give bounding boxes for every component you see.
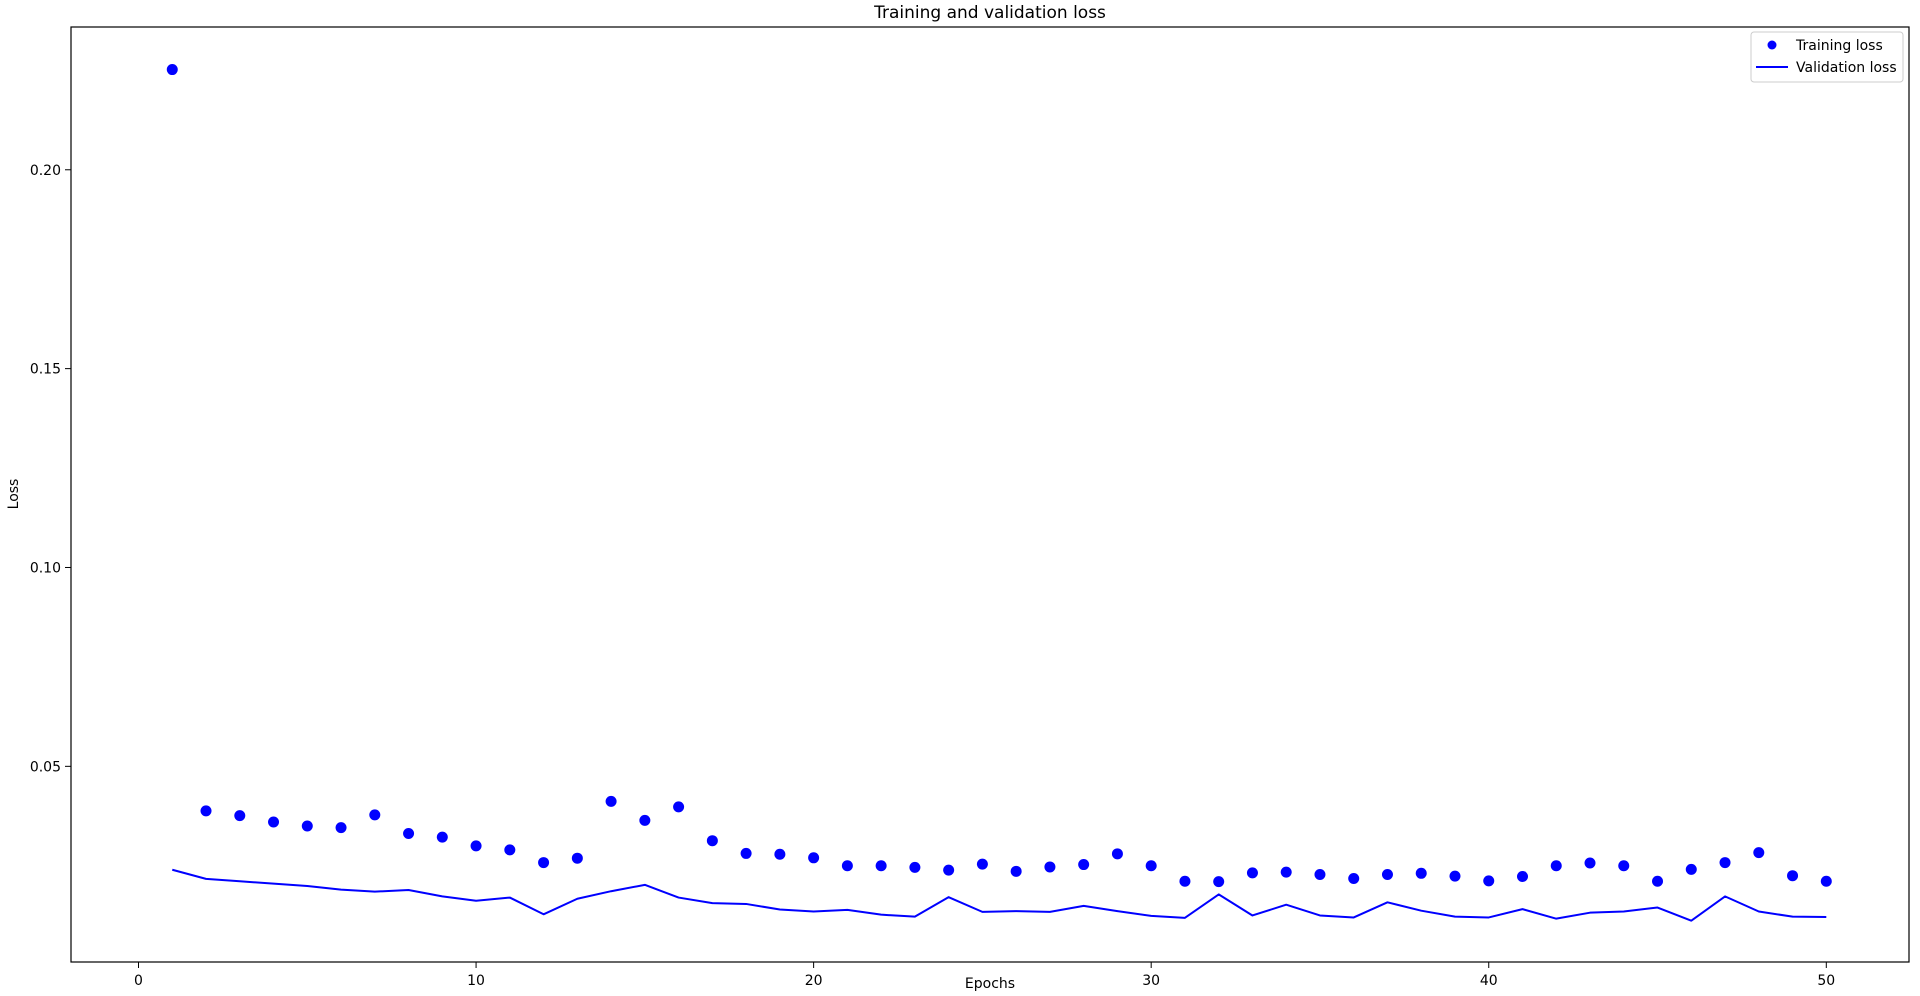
training-loss-point xyxy=(1213,876,1225,888)
training-loss-point xyxy=(335,822,347,834)
y-axis-label: Loss xyxy=(6,479,22,510)
x-tick-label: 40 xyxy=(1480,973,1498,989)
y-tick-label: 0.05 xyxy=(30,759,61,775)
training-loss-point xyxy=(200,805,212,817)
training-loss-point xyxy=(909,861,921,873)
x-axis-label: Epochs xyxy=(965,976,1015,991)
training-loss-point xyxy=(943,864,955,876)
training-loss-point xyxy=(605,795,617,807)
training-loss-point xyxy=(1550,860,1562,872)
training-loss-point xyxy=(268,816,280,828)
training-loss-point xyxy=(301,820,313,832)
training-loss-point xyxy=(875,860,887,872)
training-loss-point xyxy=(1145,860,1157,872)
training-loss-point xyxy=(1010,865,1022,877)
legend-validation-label: Validation loss xyxy=(1796,60,1897,76)
training-loss-point xyxy=(234,810,246,822)
training-loss-point xyxy=(1280,866,1292,878)
training-loss-point xyxy=(1618,860,1630,872)
training-loss-point xyxy=(1111,848,1123,860)
training-loss-point xyxy=(1584,857,1596,869)
y-tick-label: 0.20 xyxy=(30,163,61,179)
y-tick-label: 0.15 xyxy=(30,362,61,378)
legend-box xyxy=(1750,31,1904,83)
x-tick-label: 0 xyxy=(134,973,143,989)
training-loss-point xyxy=(436,831,448,843)
training-loss-point xyxy=(1820,875,1832,887)
training-loss-point xyxy=(740,847,752,859)
training-loss-point xyxy=(1348,872,1360,884)
training-loss-point xyxy=(976,858,988,870)
training-loss-point xyxy=(1685,863,1697,875)
legend-training-marker xyxy=(1767,40,1777,50)
training-loss-point xyxy=(538,857,550,869)
training-loss-point xyxy=(639,814,651,826)
legend: Training loss Validation loss xyxy=(1750,31,1904,83)
training-loss-point xyxy=(1517,870,1528,882)
training-loss-point xyxy=(706,835,718,847)
training-loss-point xyxy=(1314,869,1326,881)
training-loss-point xyxy=(504,844,516,856)
chart-title: Training and validation loss xyxy=(873,3,1106,23)
plot-series xyxy=(166,64,1832,922)
y-axis-ticks: 0.05 0.10 0.15 0.20 xyxy=(30,163,71,775)
training-loss-point xyxy=(774,848,786,860)
training-loss-point xyxy=(571,852,583,864)
x-tick-label: 20 xyxy=(805,973,823,989)
training-loss-point xyxy=(1652,875,1664,887)
training-loss-point xyxy=(369,809,381,821)
training-loss-point xyxy=(673,801,685,813)
training-loss-point xyxy=(166,64,178,76)
training-loss-point xyxy=(1483,875,1495,887)
x-tick-label: 30 xyxy=(1142,973,1160,989)
training-loss-point xyxy=(1787,870,1799,882)
training-loss-point xyxy=(1719,857,1731,869)
training-loss-point xyxy=(841,860,853,872)
validation-loss-line xyxy=(172,868,1827,922)
training-loss-point xyxy=(403,828,415,840)
x-tick-label: 50 xyxy=(1817,973,1835,989)
x-tick-label: 10 xyxy=(467,973,485,989)
training-loss-point xyxy=(1415,867,1427,879)
training-loss-point xyxy=(1449,870,1461,882)
x-axis-ticks: 0 10 20 30 40 50 xyxy=(134,962,1835,989)
training-loss-point xyxy=(1179,875,1191,887)
training-loss-point xyxy=(470,840,482,852)
plot-frame xyxy=(70,26,1910,963)
training-loss-point xyxy=(1078,859,1090,871)
training-loss-point xyxy=(1246,867,1258,879)
training-loss-point xyxy=(1753,847,1765,859)
y-tick-label: 0.10 xyxy=(30,560,61,576)
training-loss-point xyxy=(808,852,820,864)
training-loss-point xyxy=(1044,861,1056,873)
training-loss-point xyxy=(1381,869,1393,881)
legend-training-label: Training loss xyxy=(1795,38,1883,54)
